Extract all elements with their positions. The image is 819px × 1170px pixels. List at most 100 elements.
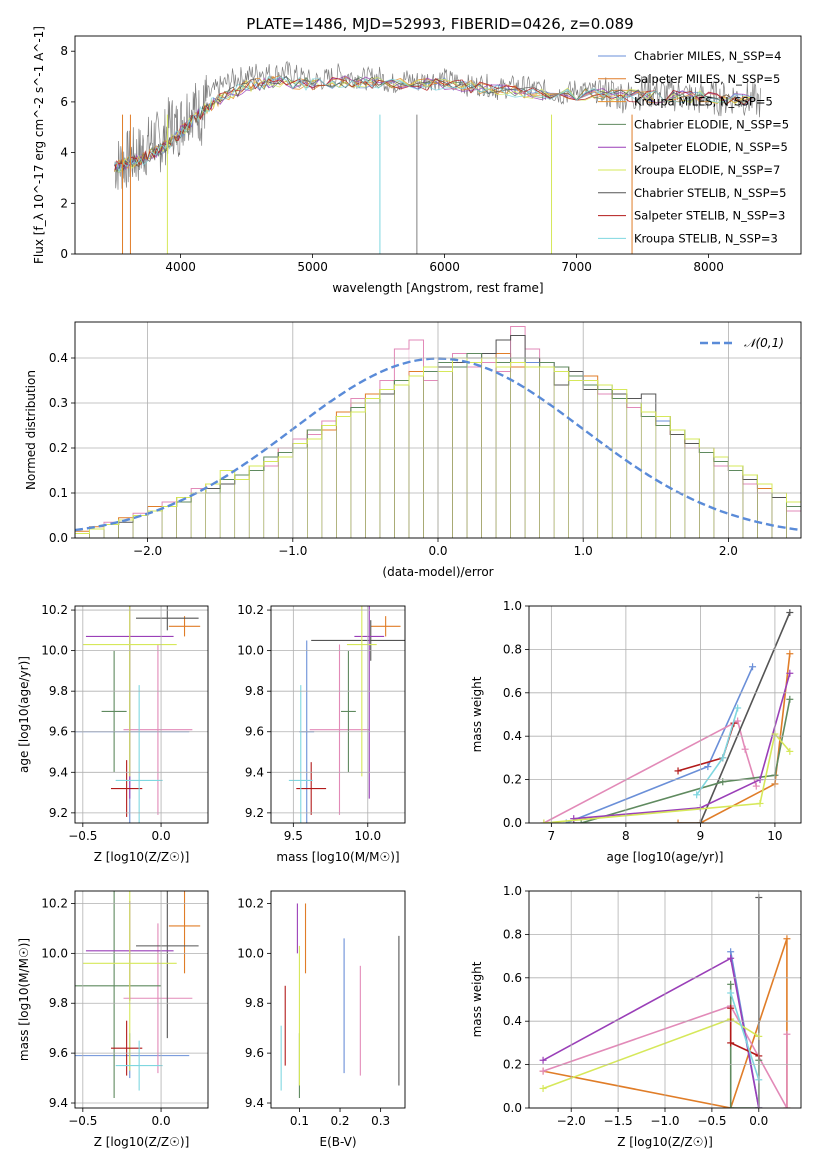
x-tick-label: −1.0 [278, 544, 307, 558]
y-tick-label: 10.2 [237, 603, 264, 617]
x-tick-label: 8000 [693, 260, 724, 274]
x-tick-label: 0.0 [749, 1114, 768, 1128]
axes-frame [74, 890, 209, 1109]
panel-age_vs_mass: 9.5 10.0 9.2 9.4 9.6 9.8 10.0 10.2 mass [log10(M… [237, 603, 406, 864]
data-point-marker [783, 1030, 791, 1038]
x-tick-label: 0.2 [330, 1114, 349, 1128]
y-tick-label: 9.6 [245, 725, 264, 739]
data-point-marker [727, 1039, 735, 1047]
x-tick-label: 0.1 [290, 1114, 309, 1128]
series-line [573, 673, 791, 820]
y-tick-label: 1.0 [503, 599, 522, 613]
plot-area [280, 903, 400, 1099]
y-tick-label: 9.4 [49, 1096, 68, 1110]
data-point-marker [727, 989, 735, 997]
data-point-marker [674, 819, 682, 823]
series-line [729, 992, 760, 1081]
data-point-marker [674, 767, 682, 775]
legend-label: Salpeter MILES, N_SSP=5 [634, 72, 780, 86]
y-tick-label: 0.8 [503, 642, 522, 656]
y-tick-label: 0.2 [503, 773, 522, 787]
x-axis-label: E(B-V) [319, 1135, 356, 1149]
series-line [678, 653, 791, 823]
axes-frame [270, 890, 406, 1109]
data-point-marker [786, 650, 794, 658]
y-tick-label: 9.8 [245, 996, 264, 1010]
legend-label: Salpeter STELIB, N_SSP=3 [634, 209, 785, 223]
panel-age_vs_Z: −0.5 0.0 9.2 9.4 9.6 9.8 10.0 10.2 Z [log10(Z/Z☉… [17, 603, 209, 864]
data-point-marker [727, 1104, 735, 1108]
axes-frame [74, 35, 802, 255]
data-point-marker [727, 980, 735, 988]
data-point-marker [704, 763, 712, 771]
y-tick-label: 4 [60, 146, 68, 160]
y-tick-label: 9.4 [49, 765, 68, 779]
series-line [543, 732, 791, 823]
data-point-marker [719, 754, 727, 762]
y-tick-label: 10.2 [237, 896, 264, 910]
data-point-marker [734, 704, 742, 712]
data-point-marker [741, 745, 749, 753]
x-tick-label: 9 [697, 829, 705, 843]
plot-area [114, 60, 761, 254]
axes-frame [270, 605, 406, 824]
x-tick-label: 6000 [429, 260, 460, 274]
y-tick-label: 9.2 [245, 806, 264, 820]
y-tick-label: 2 [60, 196, 68, 210]
legend-label: 𝒩(0,1) [744, 336, 784, 350]
data-point-marker [752, 782, 760, 790]
y-tick-label: 10.0 [41, 946, 68, 960]
x-tick-label: 0.3 [371, 1114, 390, 1128]
y-tick-label: 10.0 [237, 946, 264, 960]
data-point-marker [540, 819, 548, 823]
x-axis-label: mass [log10(M/M☉)] [276, 850, 399, 864]
data-point-marker [786, 695, 794, 703]
data-point-marker [786, 609, 794, 617]
data-point-marker [756, 799, 764, 807]
x-tick-label: 1.0 [574, 544, 593, 558]
legend-label: Kroupa ELODIE, N_SSP=7 [634, 163, 780, 177]
panel-massweight_vs_Z: −2.0 −1.5 −1.0 −0.5 0.0 0.0 0.2 0.4 0.6 0.8 1.0 Z [… [470, 884, 802, 1149]
series-line [580, 699, 791, 823]
x-tick-label: −1.5 [604, 1114, 633, 1128]
x-tick-label: 4000 [165, 260, 196, 274]
x-tick-label: 10 [767, 829, 782, 843]
y-axis-label: Flux [f_λ 10^-17 erg cm^-2 s^-1 A^-1] [32, 26, 46, 264]
x-axis-label: (data-model)/error [382, 565, 493, 579]
data-point-marker [734, 717, 742, 725]
y-tick-label: 8 [60, 44, 68, 58]
axes-frame [74, 321, 802, 539]
plot-area [540, 609, 794, 823]
x-axis-label: age [log10(age/yr)] [607, 850, 724, 864]
y-tick-label: 0.3 [49, 396, 68, 410]
data-point-marker [786, 669, 794, 677]
y-tick-label: 0.4 [503, 1014, 522, 1028]
legend-label: Chabrier MILES, N_SSP=4 [634, 49, 781, 63]
data-point-marker [539, 1056, 547, 1064]
panel-residual_histogram: −2.0 −1.0 0.0 1.0 2.0 0.0 0.1 0.2 0.3 0.4 (data-mo… [24, 321, 802, 579]
x-tick-label: 0.0 [428, 544, 447, 558]
x-tick-label: 9.5 [284, 829, 303, 843]
x-tick-label: 0.0 [152, 1114, 171, 1128]
data-point-marker [786, 747, 794, 755]
x-tick-label: 8 [622, 829, 630, 843]
x-tick-label: 10.0 [354, 829, 381, 843]
y-tick-label: 0.0 [49, 531, 68, 545]
y-tick-label: 1.0 [503, 884, 522, 898]
y-tick-label: 0.2 [503, 1058, 522, 1072]
data-point-marker [783, 935, 791, 943]
legend-label: Kroupa STELIB, N_SSP=3 [634, 231, 778, 245]
y-axis-label: mass weight [470, 676, 484, 752]
panel-massweight_vs_age: 7 8 9 10 0.0 0.2 0.4 0.6 0.8 1.0 age [log10(age/yr… [470, 599, 802, 864]
data-point-marker [693, 791, 701, 799]
y-tick-label: 0.6 [503, 971, 522, 985]
data-point-marker [783, 1104, 791, 1108]
y-tick-label: 0.4 [503, 729, 522, 743]
panel-mass_vs_EBV: 0.1 0.2 0.3 9.4 9.6 9.8 10.0 10.2 E(B-V) [237, 890, 406, 1149]
y-tick-label: 0.4 [49, 351, 68, 365]
data-point-marker [539, 1067, 547, 1075]
x-axis-label: wavelength [Angstrom, rest frame] [332, 281, 543, 295]
legend-label: Chabrier STELIB, N_SSP=5 [634, 186, 786, 200]
y-tick-label: 0.0 [503, 816, 522, 830]
